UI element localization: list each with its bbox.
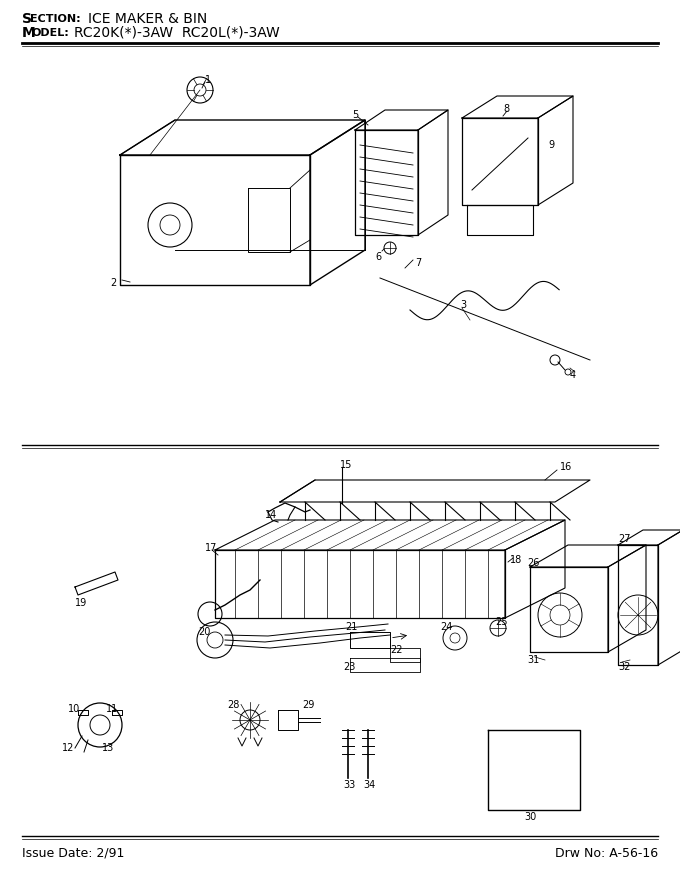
Text: 25: 25 — [495, 617, 507, 627]
Text: 13: 13 — [102, 743, 114, 753]
Text: 8: 8 — [503, 104, 509, 114]
Text: 18: 18 — [510, 555, 522, 565]
Text: 4: 4 — [570, 370, 576, 380]
Text: 15: 15 — [340, 460, 352, 470]
Text: 9: 9 — [548, 140, 554, 150]
Text: 17: 17 — [205, 543, 218, 553]
Text: 30: 30 — [524, 812, 537, 822]
Text: 16: 16 — [560, 462, 573, 472]
Text: 5: 5 — [352, 110, 358, 120]
Text: RC20K(*)-3AW  RC20L(*)-3AW: RC20K(*)-3AW RC20L(*)-3AW — [74, 26, 279, 40]
Text: 11: 11 — [106, 704, 118, 714]
Text: 29: 29 — [302, 700, 314, 710]
Text: 34: 34 — [363, 780, 375, 790]
Text: 23: 23 — [343, 662, 356, 672]
Text: 6: 6 — [375, 252, 381, 262]
Text: ICE MAKER & BIN: ICE MAKER & BIN — [88, 12, 207, 26]
Text: 26: 26 — [527, 558, 539, 568]
Text: Issue Date: 2/91: Issue Date: 2/91 — [22, 847, 124, 860]
Text: 7: 7 — [415, 258, 421, 268]
Text: 14: 14 — [265, 510, 277, 520]
Text: 27: 27 — [618, 534, 630, 544]
Text: 12: 12 — [62, 743, 74, 753]
Text: 28: 28 — [227, 700, 239, 710]
Text: ODEL:: ODEL: — [32, 28, 70, 38]
Text: 1: 1 — [205, 75, 211, 85]
Text: 24: 24 — [440, 622, 452, 632]
Text: 2: 2 — [110, 278, 116, 288]
Text: 21: 21 — [345, 622, 358, 632]
Text: Drw No: A-56-16: Drw No: A-56-16 — [555, 847, 658, 860]
Text: 31: 31 — [527, 655, 539, 665]
Text: 33: 33 — [343, 780, 355, 790]
Text: 22: 22 — [390, 645, 403, 655]
Text: 3: 3 — [460, 300, 466, 310]
Text: 10: 10 — [68, 704, 80, 714]
Text: 32: 32 — [618, 662, 630, 672]
Text: ECTION:: ECTION: — [30, 14, 81, 24]
Text: M: M — [22, 26, 36, 40]
Text: S: S — [22, 12, 32, 26]
Text: 20: 20 — [198, 627, 210, 637]
Text: 19: 19 — [75, 598, 87, 608]
